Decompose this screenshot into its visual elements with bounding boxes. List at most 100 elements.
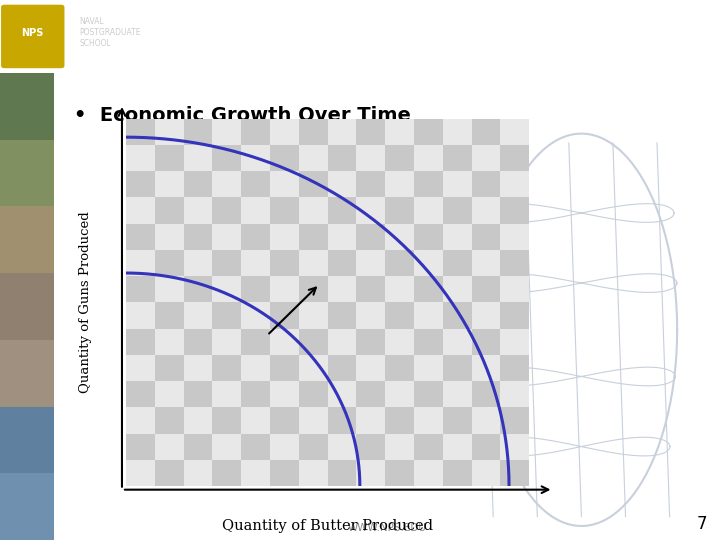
Bar: [155, 198, 184, 224]
Bar: [126, 145, 155, 171]
Bar: [472, 119, 500, 145]
Bar: [184, 329, 212, 355]
Bar: [414, 407, 443, 434]
Bar: [184, 302, 212, 329]
Bar: [241, 198, 270, 224]
Bar: [212, 145, 241, 171]
Bar: [184, 276, 212, 302]
Bar: [270, 460, 299, 486]
Bar: [500, 224, 529, 250]
Bar: [241, 434, 270, 460]
Bar: [414, 381, 443, 407]
Bar: [241, 171, 270, 198]
Bar: [328, 224, 356, 250]
Bar: [500, 407, 529, 434]
Bar: [356, 198, 385, 224]
Bar: [212, 198, 241, 224]
Bar: [414, 119, 443, 145]
Bar: [472, 407, 500, 434]
Bar: [472, 224, 500, 250]
Bar: [328, 145, 356, 171]
Bar: [270, 434, 299, 460]
Bar: [0, 273, 54, 340]
Bar: [184, 434, 212, 460]
Bar: [270, 119, 299, 145]
Bar: [385, 171, 414, 198]
Bar: [0, 473, 54, 540]
Bar: [500, 250, 529, 276]
Bar: [500, 119, 529, 145]
Bar: [241, 407, 270, 434]
Bar: [385, 302, 414, 329]
Bar: [356, 250, 385, 276]
Bar: [356, 407, 385, 434]
Bar: [299, 145, 328, 171]
Bar: [212, 224, 241, 250]
Bar: [472, 381, 500, 407]
Bar: [299, 171, 328, 198]
Bar: [155, 276, 184, 302]
Bar: [472, 171, 500, 198]
Bar: [212, 460, 241, 486]
Bar: [443, 119, 472, 145]
Bar: [126, 407, 155, 434]
Bar: [500, 460, 529, 486]
Bar: [126, 198, 155, 224]
Bar: [500, 355, 529, 381]
Bar: [356, 434, 385, 460]
Bar: [356, 460, 385, 486]
Bar: [328, 355, 356, 381]
Bar: [500, 276, 529, 302]
Bar: [443, 250, 472, 276]
Bar: [241, 302, 270, 329]
Bar: [184, 145, 212, 171]
Bar: [212, 329, 241, 355]
Bar: [385, 329, 414, 355]
Bar: [385, 276, 414, 302]
Bar: [241, 460, 270, 486]
Bar: [270, 145, 299, 171]
Bar: [241, 276, 270, 302]
Bar: [500, 434, 529, 460]
Bar: [385, 434, 414, 460]
Bar: [299, 381, 328, 407]
Bar: [126, 250, 155, 276]
Bar: [443, 224, 472, 250]
Bar: [155, 434, 184, 460]
Bar: [155, 460, 184, 486]
Bar: [155, 407, 184, 434]
Bar: [126, 276, 155, 302]
Bar: [328, 119, 356, 145]
Bar: [155, 171, 184, 198]
Bar: [385, 224, 414, 250]
Bar: [299, 119, 328, 145]
Bar: [0, 206, 54, 273]
Bar: [241, 329, 270, 355]
Bar: [500, 198, 529, 224]
Bar: [443, 329, 472, 355]
Bar: [472, 250, 500, 276]
Bar: [328, 329, 356, 355]
Bar: [328, 407, 356, 434]
Bar: [472, 460, 500, 486]
Bar: [155, 250, 184, 276]
Bar: [299, 355, 328, 381]
Bar: [126, 329, 155, 355]
Bar: [212, 355, 241, 381]
Bar: [328, 250, 356, 276]
Bar: [270, 381, 299, 407]
Bar: [472, 198, 500, 224]
Bar: [443, 198, 472, 224]
Bar: [155, 145, 184, 171]
Bar: [270, 224, 299, 250]
Bar: [443, 381, 472, 407]
Bar: [212, 434, 241, 460]
Bar: [299, 302, 328, 329]
Bar: [126, 119, 155, 145]
Bar: [184, 198, 212, 224]
Bar: [212, 302, 241, 329]
Bar: [0, 73, 54, 140]
Bar: [356, 355, 385, 381]
Bar: [126, 224, 155, 250]
Bar: [414, 329, 443, 355]
